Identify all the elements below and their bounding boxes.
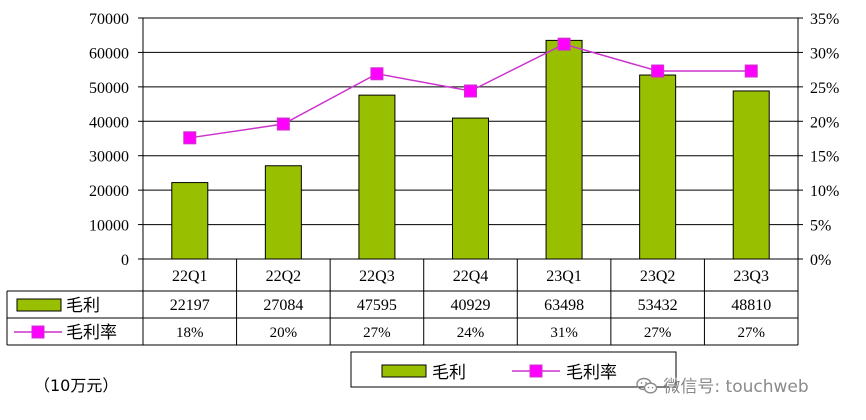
data-label-gross-profit: 53432 bbox=[638, 297, 678, 314]
table-row-label-gross-profit: 毛利 bbox=[66, 296, 100, 316]
x-tick-label: 22Q2 bbox=[266, 268, 302, 285]
bar bbox=[264, 165, 302, 260]
data-label-margin: 31% bbox=[550, 325, 578, 341]
data-label-gross-profit: 22197 bbox=[170, 297, 210, 314]
wechat-icon bbox=[636, 377, 663, 397]
line-marker bbox=[651, 64, 665, 78]
data-label-gross-profit: 40929 bbox=[451, 297, 491, 314]
line-marker bbox=[370, 67, 384, 81]
table-key-marker bbox=[31, 325, 45, 339]
bar bbox=[732, 90, 770, 260]
legend-label-margin: 毛利率 bbox=[566, 363, 617, 383]
x-tick-label: 22Q3 bbox=[359, 268, 395, 285]
line-marker bbox=[464, 84, 477, 98]
data-label-margin: 20% bbox=[270, 325, 298, 341]
legend-swatch-bar bbox=[381, 364, 427, 378]
table-row-label-margin: 毛利率 bbox=[66, 323, 117, 343]
data-label-margin: 27% bbox=[644, 325, 672, 341]
y-right-tick-label: 30% bbox=[810, 45, 839, 62]
y-left-tick-label: 0 bbox=[121, 252, 129, 269]
data-label-gross-profit: 47595 bbox=[357, 297, 397, 314]
unit-label: （10万元） bbox=[34, 376, 119, 395]
line-marker bbox=[183, 131, 197, 145]
y-right-tick-label: 0% bbox=[810, 252, 831, 269]
bar bbox=[358, 94, 396, 260]
y-left-tick-label: 30000 bbox=[89, 149, 129, 166]
y-left-tick-label: 50000 bbox=[89, 80, 129, 97]
bar bbox=[639, 74, 677, 260]
y-right-tick-label: 15% bbox=[810, 149, 839, 166]
y-left-tick-label: 40000 bbox=[89, 114, 129, 131]
x-tick-label: 22Q4 bbox=[453, 268, 489, 285]
line-marker bbox=[276, 117, 290, 131]
data-label-margin: 24% bbox=[457, 325, 485, 341]
y-right-tick-label: 5% bbox=[810, 218, 831, 235]
table-key-bar bbox=[16, 298, 62, 312]
bar bbox=[171, 182, 209, 260]
y-left-tick-label: 60000 bbox=[89, 45, 129, 62]
legend-label-gross-profit: 毛利 bbox=[432, 363, 466, 383]
watermark-text: 微信号: touchweb bbox=[663, 377, 809, 397]
y-right-tick-label: 25% bbox=[810, 80, 839, 97]
data-label-margin: 27% bbox=[737, 325, 765, 341]
data-label-gross-profit: 27084 bbox=[263, 297, 303, 314]
x-tick-label: 22Q1 bbox=[172, 268, 208, 285]
y-left-tick-label: 70000 bbox=[89, 11, 129, 28]
watermark: 微信号: touchweb bbox=[636, 372, 809, 397]
bar bbox=[545, 39, 583, 260]
y-left-tick-label: 10000 bbox=[89, 218, 129, 235]
line-marker bbox=[557, 37, 571, 51]
data-label-margin: 18% bbox=[176, 325, 204, 341]
y-right-tick-label: 35% bbox=[810, 11, 839, 28]
x-tick-label: 23Q1 bbox=[546, 268, 582, 285]
y-right-tick-label: 20% bbox=[810, 114, 839, 131]
line-marker bbox=[744, 64, 758, 78]
x-tick-label: 23Q3 bbox=[733, 268, 769, 285]
data-label-gross-profit: 48810 bbox=[731, 297, 771, 314]
bar bbox=[452, 117, 489, 260]
y-left-tick-label: 20000 bbox=[89, 183, 129, 200]
legend-swatch-marker bbox=[529, 364, 543, 378]
y-right-tick-label: 10% bbox=[810, 183, 839, 200]
data-label-margin: 27% bbox=[363, 325, 391, 341]
x-tick-label: 23Q2 bbox=[640, 268, 676, 285]
data-label-gross-profit: 63498 bbox=[544, 297, 584, 314]
